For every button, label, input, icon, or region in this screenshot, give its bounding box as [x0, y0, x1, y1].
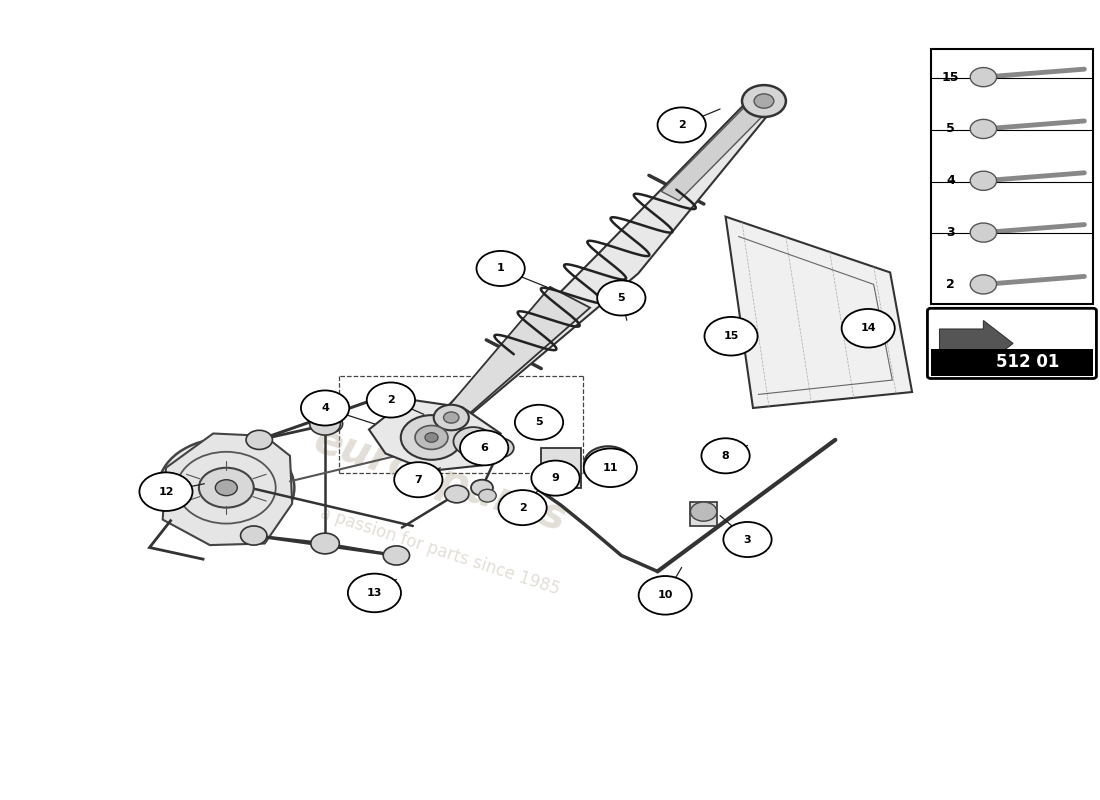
- Circle shape: [842, 309, 894, 347]
- Text: 3: 3: [744, 534, 751, 545]
- Circle shape: [246, 430, 273, 450]
- Polygon shape: [163, 434, 293, 545]
- Polygon shape: [726, 217, 912, 408]
- Text: 6: 6: [481, 443, 488, 453]
- Circle shape: [301, 390, 349, 426]
- Circle shape: [531, 461, 580, 496]
- Circle shape: [498, 490, 547, 525]
- Text: 15: 15: [724, 331, 739, 342]
- Polygon shape: [661, 96, 773, 201]
- Text: 10: 10: [658, 590, 673, 600]
- Circle shape: [704, 317, 758, 355]
- Circle shape: [724, 522, 771, 557]
- Text: 5: 5: [617, 293, 625, 303]
- Circle shape: [463, 434, 483, 449]
- Polygon shape: [441, 95, 774, 422]
- Circle shape: [315, 535, 336, 551]
- Text: 14: 14: [860, 323, 876, 334]
- Circle shape: [755, 94, 773, 108]
- Text: 5: 5: [946, 122, 955, 135]
- Text: 5: 5: [536, 418, 542, 427]
- Circle shape: [443, 412, 459, 423]
- Circle shape: [444, 486, 469, 503]
- Circle shape: [597, 281, 646, 315]
- Text: 2: 2: [387, 395, 395, 405]
- Circle shape: [377, 384, 404, 403]
- Circle shape: [487, 438, 514, 458]
- Polygon shape: [368, 399, 500, 471]
- Circle shape: [639, 576, 692, 614]
- Text: a passion for parts since 1985: a passion for parts since 1985: [318, 504, 562, 598]
- FancyBboxPatch shape: [927, 308, 1097, 378]
- Polygon shape: [442, 287, 590, 422]
- Circle shape: [478, 490, 496, 502]
- Circle shape: [702, 438, 750, 474]
- Circle shape: [319, 415, 342, 433]
- Circle shape: [158, 438, 295, 537]
- Text: 1: 1: [497, 263, 505, 274]
- Circle shape: [970, 119, 997, 138]
- Circle shape: [394, 462, 442, 498]
- Text: 15: 15: [942, 70, 959, 84]
- Circle shape: [970, 275, 997, 294]
- Text: 4: 4: [946, 174, 955, 187]
- Circle shape: [515, 405, 563, 440]
- Circle shape: [584, 446, 632, 482]
- Circle shape: [415, 426, 448, 450]
- Polygon shape: [939, 321, 1013, 366]
- Text: 7: 7: [415, 474, 422, 485]
- Circle shape: [658, 107, 706, 142]
- Circle shape: [425, 433, 438, 442]
- Circle shape: [970, 223, 997, 242]
- Circle shape: [691, 502, 717, 521]
- Circle shape: [595, 454, 621, 474]
- Text: 4: 4: [321, 403, 329, 413]
- Text: 8: 8: [722, 451, 729, 461]
- Text: 13: 13: [366, 588, 382, 598]
- Text: 11: 11: [603, 462, 618, 473]
- Text: 512 01: 512 01: [997, 354, 1060, 371]
- Polygon shape: [691, 502, 717, 526]
- Text: 3: 3: [946, 226, 955, 239]
- FancyBboxPatch shape: [931, 349, 1093, 376]
- Text: 9: 9: [551, 473, 560, 483]
- Text: 2: 2: [946, 278, 955, 291]
- Circle shape: [348, 574, 402, 612]
- Circle shape: [310, 413, 340, 435]
- Circle shape: [742, 85, 785, 117]
- Circle shape: [400, 415, 462, 460]
- Circle shape: [241, 526, 267, 545]
- Circle shape: [460, 430, 508, 466]
- Circle shape: [433, 405, 469, 430]
- Text: 12: 12: [158, 486, 174, 497]
- Circle shape: [584, 449, 637, 487]
- Text: 2: 2: [519, 502, 527, 513]
- Circle shape: [366, 382, 415, 418]
- Circle shape: [970, 171, 997, 190]
- Circle shape: [199, 468, 254, 508]
- Circle shape: [177, 452, 276, 523]
- Circle shape: [453, 427, 493, 456]
- Circle shape: [476, 251, 525, 286]
- Circle shape: [216, 480, 238, 496]
- Circle shape: [970, 67, 997, 86]
- Text: 2: 2: [678, 120, 685, 130]
- Circle shape: [471, 480, 493, 496]
- FancyBboxPatch shape: [541, 448, 581, 488]
- Circle shape: [140, 472, 192, 511]
- Circle shape: [311, 533, 339, 554]
- Circle shape: [383, 546, 409, 565]
- Text: eurospares: eurospares: [309, 419, 572, 540]
- FancyBboxPatch shape: [931, 50, 1093, 304]
